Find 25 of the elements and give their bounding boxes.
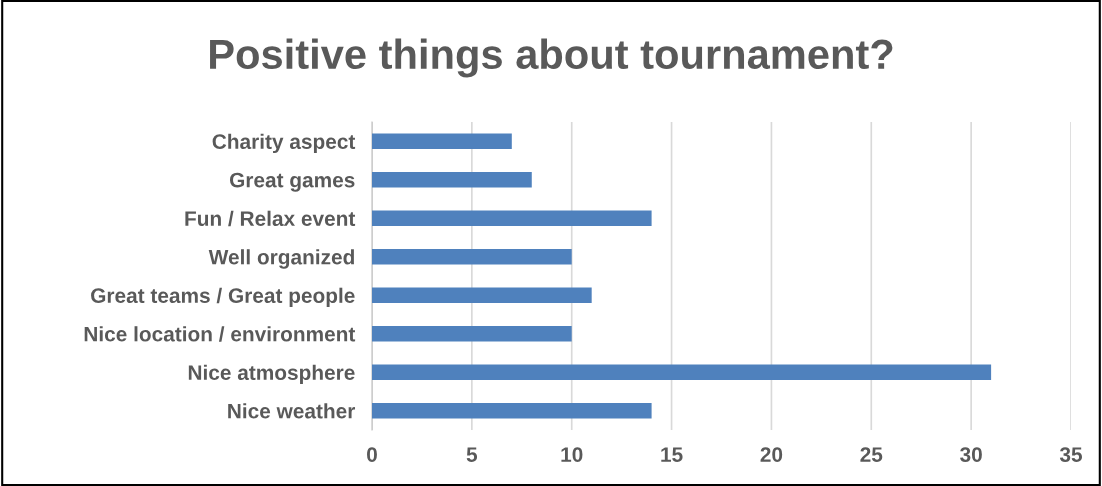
y-tick-label: Nice weather (228, 403, 356, 419)
chart-title: Positive things about tournament? (210, 38, 893, 78)
x-tick-label: 0 (367, 447, 377, 462)
y-tick-label: Nice atmosphere (188, 364, 355, 385)
bar (372, 249, 572, 265)
bar (372, 326, 572, 342)
bar (372, 403, 652, 419)
x-tick-label: 35 (1059, 447, 1083, 462)
x-tick-label: 5 (466, 447, 478, 462)
y-tick-label: Great teams / Great people (91, 287, 355, 308)
bar (372, 364, 992, 380)
y-tick-label: Great games (229, 172, 355, 192)
y-tick-label: Nice location / environment (84, 326, 356, 342)
y-tick-label: Charity aspect (212, 133, 356, 154)
x-tick-label: 15 (661, 447, 683, 462)
bar (372, 210, 652, 226)
bar (372, 287, 592, 303)
bar (372, 172, 532, 188)
y-tick-label: Well organized (208, 249, 354, 269)
x-tick-label: 30 (960, 447, 982, 462)
y-tick-label: Fun / Relax event (185, 210, 356, 227)
bar (372, 133, 512, 149)
x-tick-label: 20 (760, 447, 783, 462)
x-tick-label: 10 (561, 447, 583, 462)
x-tick-label: 25 (860, 447, 883, 462)
